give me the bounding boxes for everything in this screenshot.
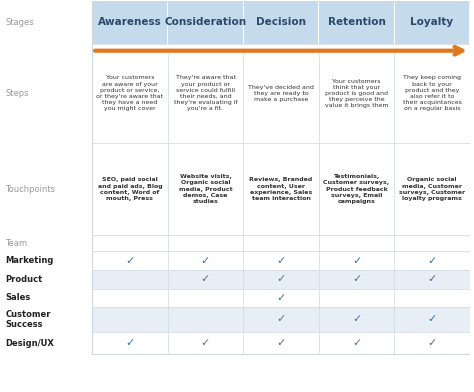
Text: Awareness: Awareness <box>98 17 162 27</box>
Text: Organic social
media, Customer
surveys, Customer
loyalty programs: Organic social media, Customer surveys, … <box>399 177 465 201</box>
Text: Touchpoints: Touchpoints <box>5 185 55 194</box>
Text: Design/UX: Design/UX <box>5 339 54 348</box>
Bar <box>319 1 394 44</box>
Text: Product: Product <box>5 275 43 284</box>
Text: ✓: ✓ <box>428 256 437 266</box>
Text: ✓: ✓ <box>276 256 286 266</box>
Text: Website visits,
Organic social
media, Product
demos, Case
studies: Website visits, Organic social media, Pr… <box>179 174 232 204</box>
Text: Your customers
think that your
product is good and
they perceive the
value it br: Your customers think that your product i… <box>325 78 388 108</box>
Text: ✓: ✓ <box>276 293 286 303</box>
Text: ✓: ✓ <box>201 256 210 266</box>
Text: Loyalty: Loyalty <box>410 17 454 27</box>
Text: They've decided and
they are ready to
make a purchase: They've decided and they are ready to ma… <box>248 85 314 102</box>
Text: ✓: ✓ <box>201 338 210 348</box>
Text: Retention: Retention <box>328 17 385 27</box>
Text: ✓: ✓ <box>276 314 286 325</box>
Text: They're aware that
your product or
service could fulfill
their needs, and
they'r: They're aware that your product or servi… <box>173 76 237 111</box>
Text: ✓: ✓ <box>276 338 286 348</box>
Text: SEO, paid social
and paid ads, Blog
content, Word of
mouth, Press: SEO, paid social and paid ads, Blog cont… <box>98 177 162 201</box>
Bar <box>168 1 243 44</box>
Text: Sales: Sales <box>5 293 31 302</box>
Text: ✓: ✓ <box>125 338 135 348</box>
Text: ✓: ✓ <box>276 274 286 284</box>
Text: Marketing: Marketing <box>5 256 54 265</box>
Text: Stages: Stages <box>5 18 34 27</box>
Bar <box>244 1 318 44</box>
Text: ✓: ✓ <box>428 338 437 348</box>
Bar <box>92 1 470 354</box>
Text: Consideration: Consideration <box>164 17 246 27</box>
Text: ✓: ✓ <box>352 274 361 284</box>
Text: Testimonials,
Customer surveys,
Product feedback
surveys, Email
campaigns: Testimonials, Customer surveys, Product … <box>323 174 390 204</box>
Bar <box>395 1 469 44</box>
Text: Reviews, Branded
content, User
experience, Sales
team interaction: Reviews, Branded content, User experienc… <box>249 177 313 201</box>
Text: ✓: ✓ <box>352 338 361 348</box>
Text: Steps: Steps <box>5 89 29 98</box>
Bar <box>92 1 167 44</box>
Text: Your customers
are aware of your
product or service,
or they're aware that
they : Your customers are aware of your product… <box>96 76 164 111</box>
Text: Decision: Decision <box>256 17 306 27</box>
Text: ✓: ✓ <box>428 274 437 284</box>
Bar <box>92 270 470 289</box>
Text: ✓: ✓ <box>352 314 361 325</box>
Text: ✓: ✓ <box>352 256 361 266</box>
Text: Customer
Success: Customer Success <box>5 310 51 329</box>
Text: ✓: ✓ <box>428 314 437 325</box>
Text: ✓: ✓ <box>125 256 135 266</box>
Text: ✓: ✓ <box>201 274 210 284</box>
Text: They keep coming
back to your
product and they
also refer it to
their acquintanc: They keep coming back to your product an… <box>402 76 462 111</box>
Bar <box>92 307 470 332</box>
Text: Team: Team <box>5 239 27 248</box>
